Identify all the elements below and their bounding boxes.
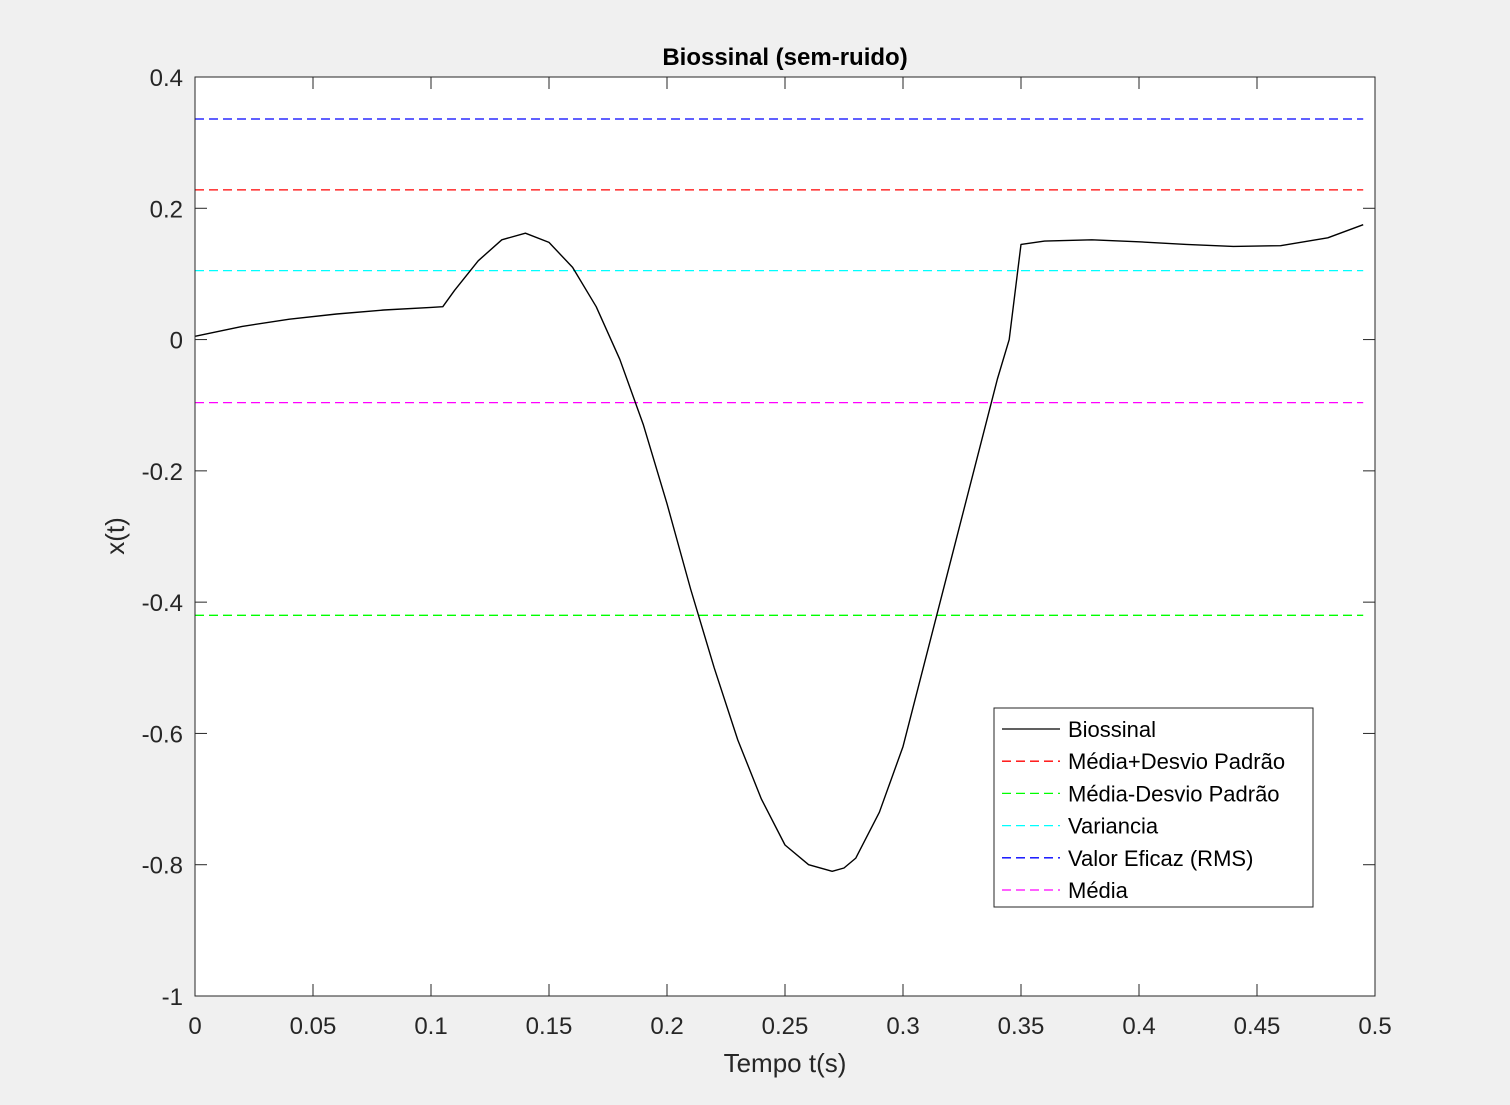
- x-tick-label: 0.4: [1122, 1013, 1155, 1040]
- x-tick-label: 0.5: [1358, 1013, 1391, 1040]
- x-tick-label: 0.1: [414, 1013, 447, 1040]
- x-tick-label: 0.3: [886, 1013, 919, 1040]
- y-tick-label: -0.4: [142, 590, 183, 617]
- x-tick-label: 0.35: [998, 1013, 1045, 1040]
- y-tick-label: -0.8: [142, 853, 183, 880]
- legend-label: Biossinal: [1068, 717, 1156, 742]
- x-tick-label: 0.25: [762, 1013, 809, 1040]
- legend-label: Média: [1068, 878, 1129, 903]
- y-axis-label: x(t): [100, 517, 130, 555]
- series-layer: [194, 118, 1364, 872]
- x-tick-label: 0.2: [650, 1013, 683, 1040]
- y-tick-label: 0: [170, 328, 183, 355]
- legend-box: [993, 707, 1314, 908]
- legend-label: Média-Desvio Padrão: [1068, 781, 1280, 806]
- x-tick-label: 0.15: [526, 1013, 573, 1040]
- x-axis-label: Tempo t(s): [724, 1048, 847, 1078]
- series-line-biossinal: [194, 224, 1364, 872]
- x-axis-ticks: 0 0.05 0.1 0.15 0.2 0.25 0.3 0.35 0.4 0.45 0.5: [188, 77, 1392, 1040]
- chart-title: Biossinal (sem-ruido): [662, 44, 907, 71]
- legend-label: Variancia: [1068, 814, 1159, 839]
- x-tick-label: 0.45: [1234, 1013, 1281, 1040]
- x-tick-label: 0: [188, 1013, 201, 1040]
- y-tick-label: -0.2: [142, 459, 183, 486]
- legend-label: Valor Eficaz (RMS): [1068, 846, 1253, 871]
- y-tick-label: -0.6: [142, 721, 183, 748]
- y-tick-label: 0.4: [150, 65, 183, 92]
- y-tick-label: 0.2: [150, 196, 183, 223]
- y-axis-ticks: -1 -0.8 -0.6 -0.4 -0.2 0 0.2 0.4: [142, 65, 1375, 1011]
- y-tick-label: -1: [162, 984, 183, 1011]
- legend: Biossinal Média+Desvio Padrão Média-Desvio…: [993, 707, 1314, 908]
- legend-label: Média+Desvio Padrão: [1068, 749, 1285, 774]
- x-tick-label: 0.05: [290, 1013, 337, 1040]
